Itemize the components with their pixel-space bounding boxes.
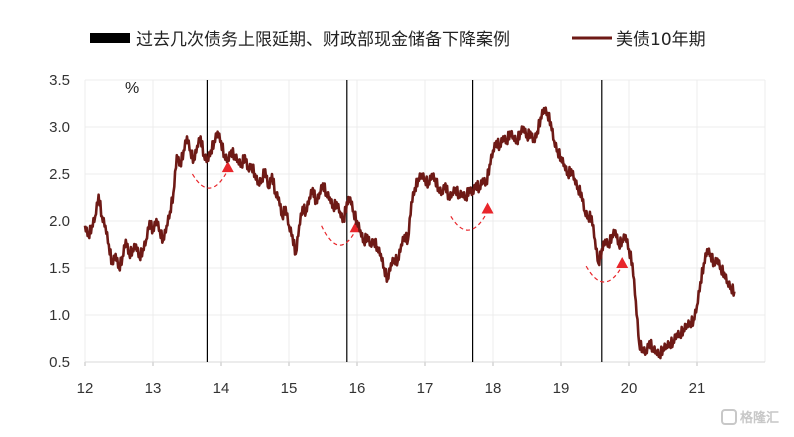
y-axis-ticks: 3.5 3.0 2.5 2.0 1.5 1.0 0.5 xyxy=(49,72,70,371)
series-line-us10y xyxy=(83,106,736,360)
y-unit-label: % xyxy=(125,80,139,97)
x-tick-label-2: 14 xyxy=(213,380,230,397)
y-tick-label-3: 2.0 xyxy=(49,213,70,230)
x-tick-label-1: 13 xyxy=(145,380,162,397)
rebound-arrow-curve-3 xyxy=(585,265,623,283)
rebound-arrow-head-2 xyxy=(481,202,494,214)
rebound-arrow-curve-1 xyxy=(321,225,357,246)
y-tick-label-6: 0.5 xyxy=(49,354,70,371)
event-lines xyxy=(206,80,603,362)
x-tick-label-7: 19 xyxy=(553,380,570,397)
legend-label-us10y: 美债10年期 xyxy=(616,30,706,50)
x-axis-ticks: 12 13 14 15 16 17 18 19 20 21 xyxy=(77,362,706,397)
y-tick-label-2: 2.5 xyxy=(49,166,70,183)
y-tick-label-1: 3.0 xyxy=(49,119,70,136)
y-tick-label-5: 1.0 xyxy=(49,307,70,324)
x-tick-label-5: 17 xyxy=(417,380,434,397)
grid xyxy=(84,79,766,362)
x-tick-label-3: 15 xyxy=(281,380,298,397)
x-tick-label-0: 12 xyxy=(77,380,94,397)
legend-item-event-lines: 过去几次债务上限延期、财政部现金储备下降案例 xyxy=(90,30,510,50)
legend-label-event-lines: 过去几次债务上限延期、财政部现金储备下降案例 xyxy=(136,30,510,50)
rebound-arrow-curve-0 xyxy=(191,169,229,189)
series-layer xyxy=(83,106,736,360)
rebound-arrow-head-3 xyxy=(616,257,629,268)
y-tick-label-0: 3.5 xyxy=(49,72,70,89)
x-tick-label-6: 18 xyxy=(485,380,502,397)
rebound-arrow-curve-2 xyxy=(450,211,489,231)
legend-item-us10y: 美债10年期 xyxy=(572,30,706,50)
legend: 过去几次债务上限延期、财政部现金储备下降案例 美债10年期 xyxy=(90,30,706,50)
legend-swatch-event-lines xyxy=(90,33,130,43)
watermark-logo-icon xyxy=(721,409,737,425)
watermark-text: 格隆汇 xyxy=(740,410,779,426)
watermark: 格隆汇 xyxy=(721,409,779,426)
x-tick-label-9: 21 xyxy=(689,380,706,397)
rebound-arrow-head-0 xyxy=(221,161,234,173)
x-tick-label-8: 20 xyxy=(621,380,638,397)
y-tick-label-4: 1.5 xyxy=(49,260,70,277)
rebound-arrows xyxy=(191,161,629,283)
x-tick-label-4: 16 xyxy=(349,380,366,397)
